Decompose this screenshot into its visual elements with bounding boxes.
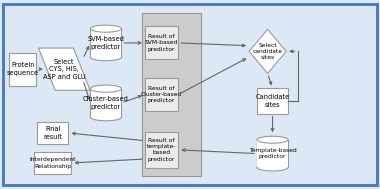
Text: Protein
sequence: Protein sequence bbox=[6, 62, 39, 76]
FancyBboxPatch shape bbox=[257, 88, 288, 114]
Text: Select
candidate
sites: Select candidate sites bbox=[253, 43, 283, 60]
Text: Result of
SVM-based
predictor: Result of SVM-based predictor bbox=[145, 34, 178, 52]
Text: Select
CYS, HIS,
ASP and GLU: Select CYS, HIS, ASP and GLU bbox=[43, 59, 86, 80]
Ellipse shape bbox=[90, 85, 122, 92]
FancyBboxPatch shape bbox=[90, 29, 122, 57]
Text: Result of
template-
based
predictor: Result of template- based predictor bbox=[147, 138, 176, 162]
Polygon shape bbox=[249, 29, 286, 73]
FancyBboxPatch shape bbox=[35, 152, 71, 174]
Text: SVM-based
predictor: SVM-based predictor bbox=[87, 36, 124, 50]
FancyBboxPatch shape bbox=[9, 53, 36, 86]
FancyBboxPatch shape bbox=[141, 13, 201, 176]
Ellipse shape bbox=[90, 54, 122, 61]
FancyBboxPatch shape bbox=[91, 89, 121, 117]
Ellipse shape bbox=[90, 25, 122, 32]
Ellipse shape bbox=[90, 114, 122, 121]
Polygon shape bbox=[38, 48, 90, 90]
FancyBboxPatch shape bbox=[257, 140, 288, 167]
FancyBboxPatch shape bbox=[145, 26, 178, 59]
Text: Result of
Cluster-based
predictor: Result of Cluster-based predictor bbox=[141, 86, 182, 103]
Text: Candidate
sites: Candidate sites bbox=[255, 94, 290, 108]
FancyBboxPatch shape bbox=[145, 132, 178, 168]
FancyBboxPatch shape bbox=[37, 122, 68, 144]
FancyBboxPatch shape bbox=[257, 140, 288, 167]
FancyBboxPatch shape bbox=[90, 89, 122, 117]
Ellipse shape bbox=[257, 164, 288, 171]
Text: Interdependent
Relationship: Interdependent Relationship bbox=[30, 157, 76, 169]
FancyBboxPatch shape bbox=[3, 4, 377, 185]
Ellipse shape bbox=[257, 136, 288, 143]
FancyBboxPatch shape bbox=[145, 78, 178, 111]
Text: Final
result: Final result bbox=[43, 126, 62, 140]
Text: Cluster-based
predictor: Cluster-based predictor bbox=[83, 96, 129, 110]
FancyBboxPatch shape bbox=[91, 29, 121, 57]
Text: Template-based
predictor: Template-based predictor bbox=[249, 148, 296, 159]
